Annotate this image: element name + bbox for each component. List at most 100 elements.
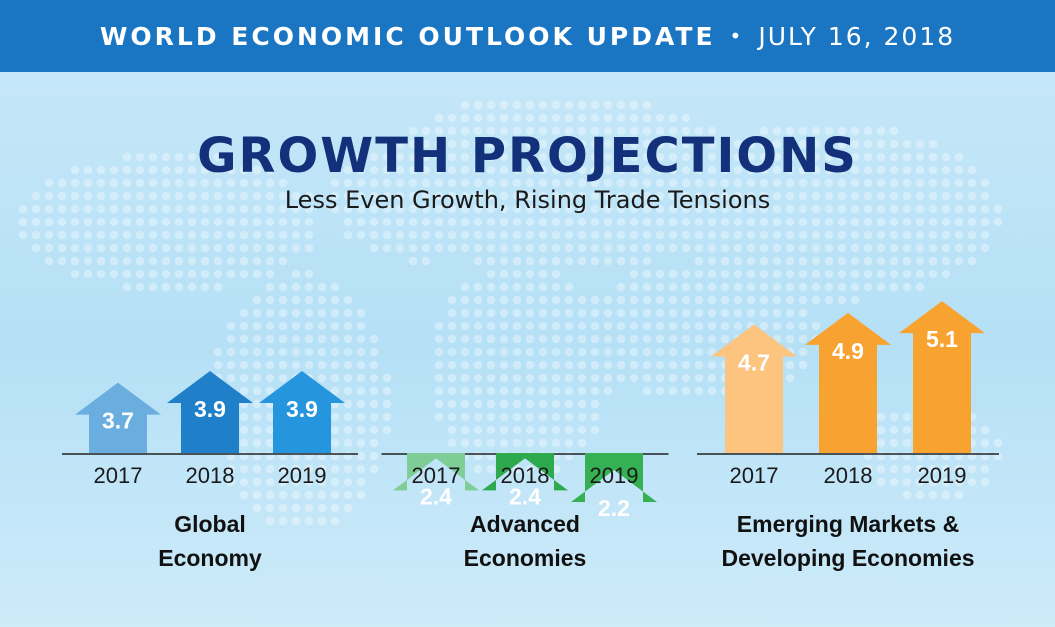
map-dot [889,412,899,422]
map-dot [525,152,535,162]
map-dot [499,191,509,201]
map-dot [499,360,509,370]
map-dot [486,360,496,370]
map-dot [122,152,132,162]
map-dot [252,165,262,175]
map-dot [486,334,496,344]
map-dot [382,399,392,409]
map-dot [603,373,613,383]
map-dot [954,178,964,188]
map-dot [31,191,41,201]
map-dot [902,165,912,175]
map-dot [603,126,613,136]
map-dot [915,139,925,149]
map-dot [616,243,626,253]
map-dot [356,477,366,487]
map-dot [863,243,873,253]
map-dot [902,204,912,214]
map-dot [616,178,626,188]
map-dot [707,139,717,149]
map-dot [447,425,457,435]
map-dot [681,386,691,396]
map-dot [603,243,613,253]
map-dot [239,438,249,448]
map-dot [538,360,548,370]
map-dot [681,360,691,370]
map-dot [655,308,665,318]
map-dot [681,191,691,201]
map-dot [226,321,236,331]
map-dot [551,139,561,149]
header-date: JULY 16, 2018 [758,21,956,51]
map-dot [551,308,561,318]
year-label: 2019 [918,463,967,488]
map-dot [967,217,977,227]
map-dot [148,230,158,240]
map-dot [200,178,210,188]
map-dot [759,139,769,149]
map-dot [772,269,782,279]
map-dot [889,191,899,201]
map-dot [330,490,340,500]
map-dot [447,399,457,409]
map-dot [239,334,249,344]
map-dot [538,308,548,318]
map-dot [577,321,587,331]
map-dot [265,386,275,396]
map-dot [577,152,587,162]
map-dot [954,191,964,201]
map-dot [317,490,327,500]
map-dot [291,282,301,292]
map-dot [330,347,340,357]
map-dot [369,230,379,240]
map-dot [538,100,548,110]
map-dot [863,204,873,214]
map-dot [473,464,483,474]
map-dot [382,412,392,422]
map-dot [31,230,41,240]
map-dot [668,230,678,240]
map-dot [590,139,600,149]
map-dot [317,464,327,474]
map-dot [551,126,561,136]
map-dot [642,165,652,175]
map-dot [746,230,756,240]
map-dot [96,204,106,214]
map-dot [850,139,860,149]
map-dot [733,243,743,253]
map-dot [265,503,275,513]
map-dot [902,191,912,201]
map-dot [642,256,652,266]
map-dot [421,204,431,214]
map-dot [395,204,405,214]
map-dot [629,165,639,175]
map-dot [668,204,678,214]
map-dot [980,477,990,487]
map-dot [590,100,600,110]
year-label: 2017 [94,463,143,488]
map-dot [499,308,509,318]
map-dot [759,321,769,331]
map-dot [421,256,431,266]
map-dot [733,308,743,318]
map-dot [902,477,912,487]
map-dot [655,334,665,344]
map-dot [239,230,249,240]
map-dot [902,269,912,279]
map-dot [304,308,314,318]
map-dot [538,256,548,266]
map-dot [707,295,717,305]
map-dot [538,347,548,357]
map-dot [538,321,548,331]
map-dot [538,243,548,253]
map-dot [291,295,301,305]
map-dot [70,256,80,266]
map-dot [226,178,236,188]
map-dot [499,178,509,188]
map-dot [863,269,873,279]
map-dot [928,230,938,240]
map-dot [382,425,392,435]
map-dot [525,165,535,175]
map-dot [616,230,626,240]
map-dot [889,126,899,136]
